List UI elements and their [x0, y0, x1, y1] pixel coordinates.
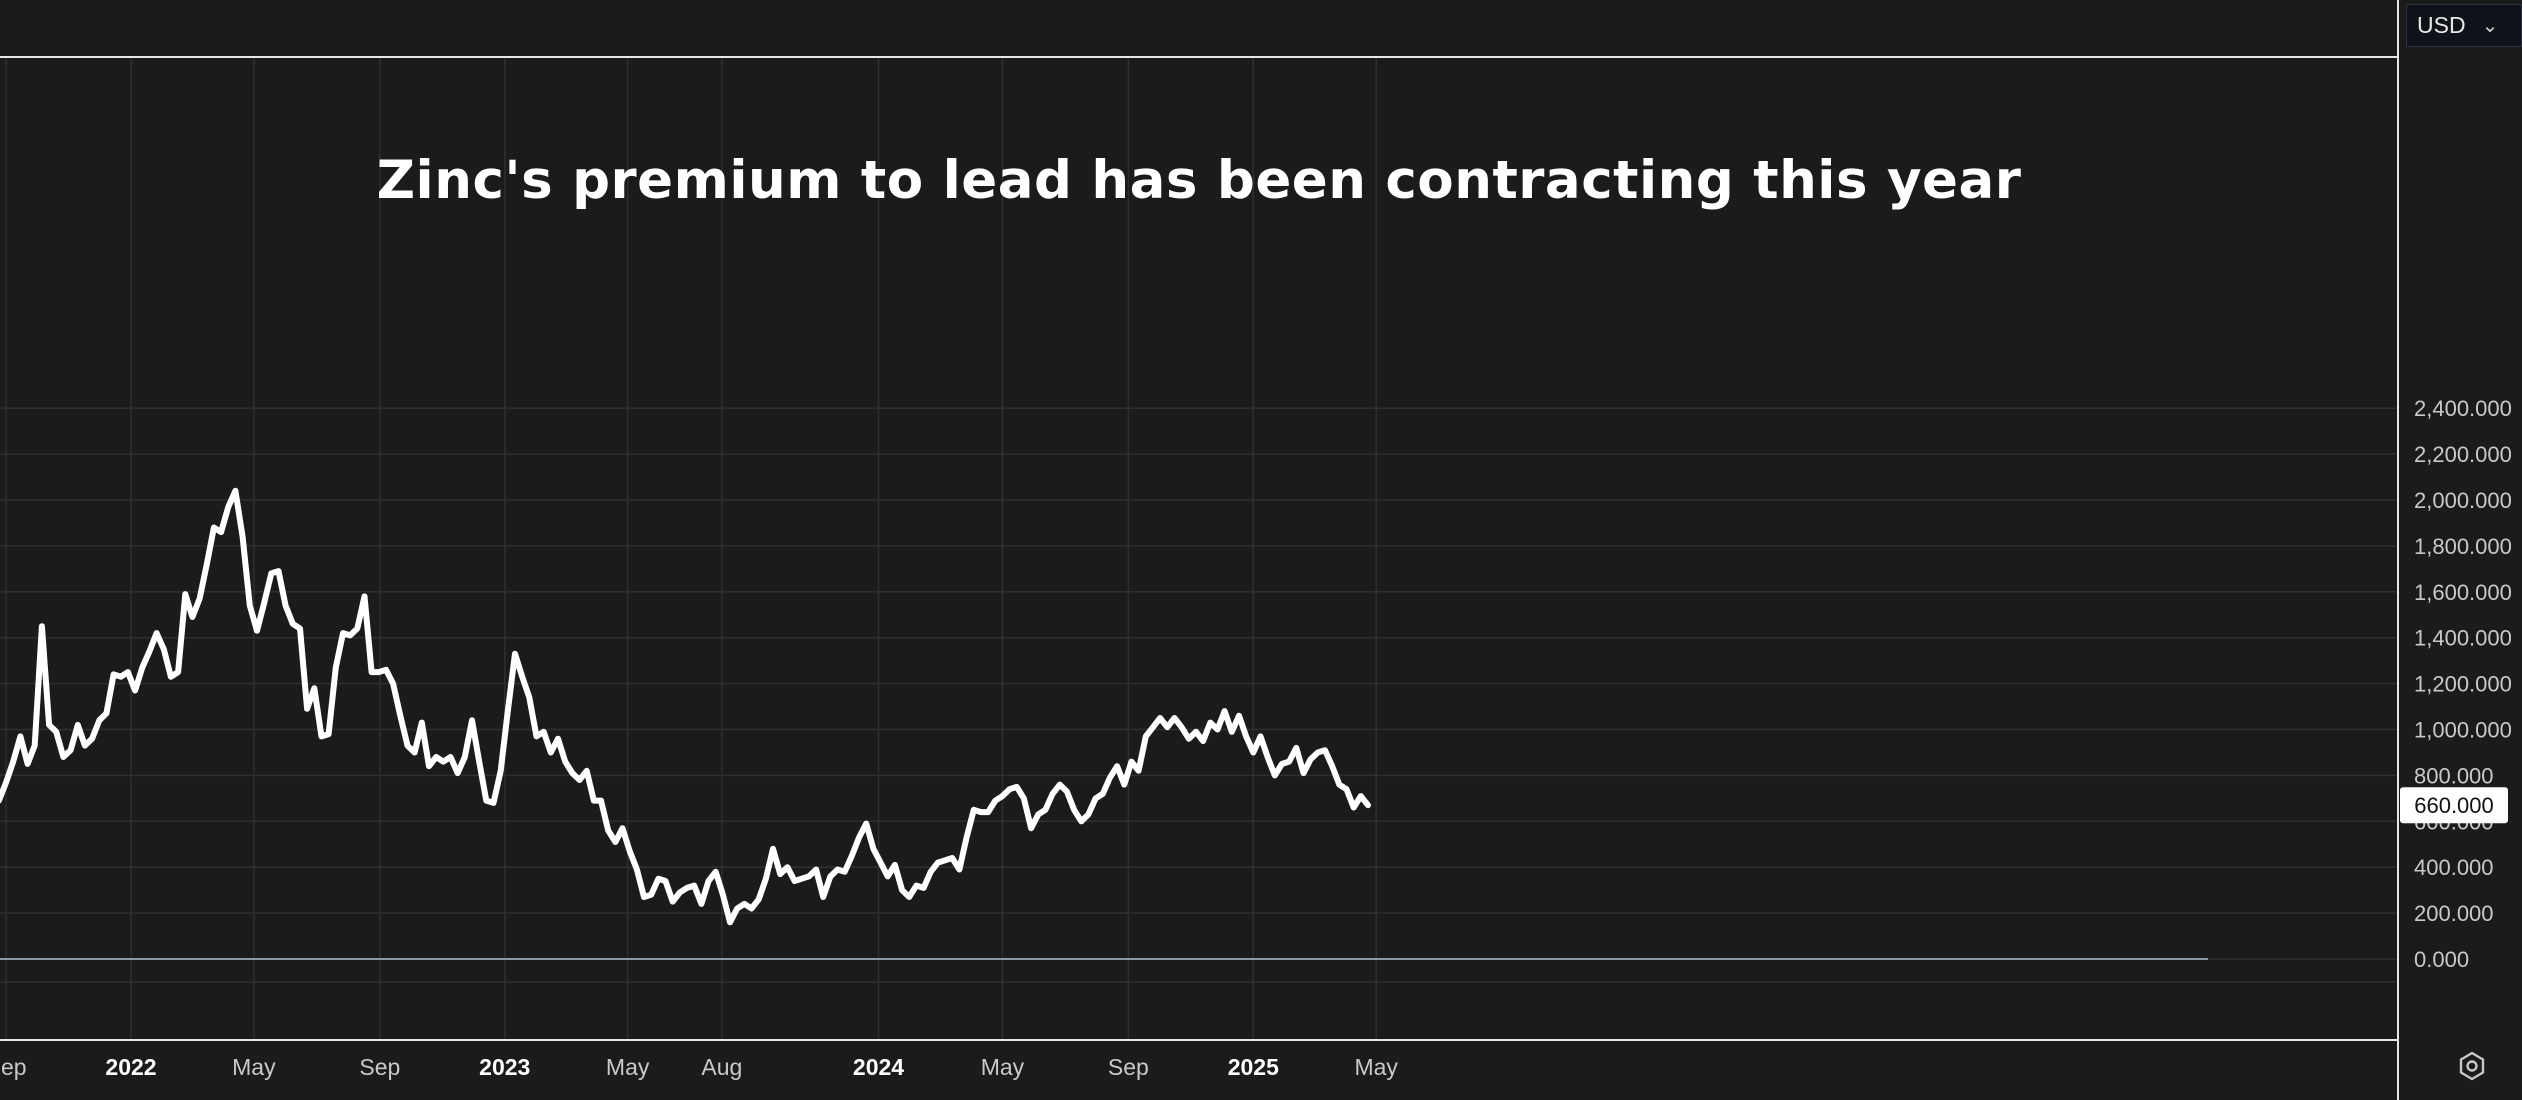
y-tick-label: 2,400.000 — [2414, 396, 2512, 421]
y-tick-label: 1,800.000 — [2414, 534, 2512, 559]
currency-label: USD — [2417, 12, 2466, 38]
y-tick-label: 400.000 — [2414, 855, 2494, 880]
x-tick-label: 2022 — [105, 1054, 156, 1080]
y-tick-label: 2,200.000 — [2414, 442, 2512, 467]
y-tick-label: 1,200.000 — [2414, 672, 2512, 697]
x-tick-label: Sep — [1108, 1054, 1149, 1080]
y-tick-label: 2,000.000 — [2414, 488, 2512, 513]
y-tick-label: 1,400.000 — [2414, 626, 2512, 651]
chart-settings-button[interactable] — [2452, 1046, 2492, 1086]
last-value-badge — [2400, 787, 2508, 824]
chevron-down-icon: ⌄ — [2481, 14, 2499, 37]
x-tick-label: Sep — [359, 1054, 400, 1080]
x-tick-label: 2024 — [853, 1054, 904, 1080]
last-value-label: 660.000 — [2414, 793, 2494, 818]
y-tick-label: 1,600.000 — [2414, 580, 2512, 605]
y-tick-label: 800.000 — [2414, 763, 2494, 788]
x-tick-label: May — [1354, 1054, 1398, 1080]
settings-icon — [2459, 1051, 2485, 1081]
time-axis[interactable]: Sep 2022 May Sep 2023 May Aug 2024 May Sep 2025 May — [0, 1054, 1398, 1080]
x-tick-label: May — [606, 1054, 650, 1080]
currency-dropdown[interactable]: USD ⌄ — [2406, 4, 2522, 47]
y-tick-label: 200.000 — [2414, 901, 2494, 926]
x-tick-label: Sep — [0, 1054, 27, 1080]
x-tick-label: Aug — [701, 1054, 742, 1080]
y-tick-label: 1,000.000 — [2414, 718, 2512, 743]
series-line — [0, 487, 1371, 926]
x-tick-label: 2025 — [1228, 1054, 1279, 1080]
x-tick-label: May — [232, 1054, 276, 1080]
last-value-marker: 660.000 — [2400, 787, 2508, 824]
x-tick-label: 2023 — [479, 1054, 530, 1080]
chart-title: Zinc's premium to lead has been contract… — [376, 150, 2022, 211]
x-tick-label: May — [981, 1054, 1025, 1080]
y-tick-label: 0.000 — [2414, 947, 2469, 972]
price-axis[interactable]: 2,400.000 2,200.000 2,000.000 1,800.000 1,60… — [2414, 396, 2512, 972]
